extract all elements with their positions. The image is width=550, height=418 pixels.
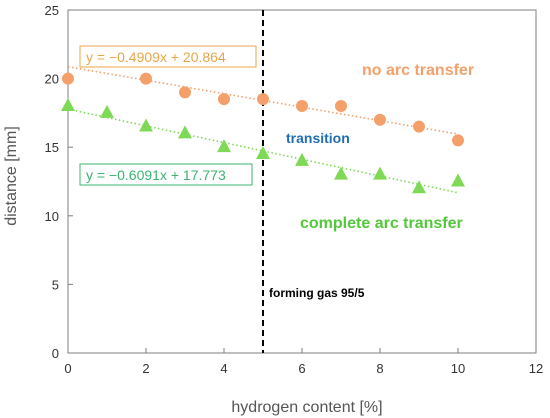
orange-data-point xyxy=(140,72,152,85)
green-data-point xyxy=(100,104,114,118)
orange-data-point xyxy=(374,113,386,126)
orange-data-point xyxy=(452,134,464,147)
green-data-point xyxy=(412,180,426,194)
orange-equation-box: y = −0.4909x + 20.864 xyxy=(79,45,257,68)
green-data-point xyxy=(178,125,192,139)
transition-label: transition xyxy=(286,130,350,146)
no-arc-transfer-label: no arc transfer xyxy=(362,62,474,79)
orange-data-point xyxy=(218,93,230,106)
x-tick-label: 6 xyxy=(298,361,305,376)
green-data-point xyxy=(217,139,231,153)
orange-data-point xyxy=(413,120,425,133)
x-tick-label: 4 xyxy=(220,361,227,376)
green-data-point xyxy=(295,152,309,166)
green-data-point xyxy=(373,166,387,180)
orange-data-point xyxy=(257,93,269,106)
orange-data-point xyxy=(179,86,191,99)
x-tick-label: 0 xyxy=(64,361,71,376)
forming-gas-label: forming gas 95/5 xyxy=(269,286,365,300)
green-equation-box: y = −0.6091x + 17.773 xyxy=(79,163,253,186)
x-tick-label: 10 xyxy=(451,361,465,376)
green-data-point xyxy=(451,173,465,187)
green-data-point xyxy=(139,118,153,132)
y-tick-label: 25 xyxy=(45,3,59,18)
y-tick-label: 5 xyxy=(52,277,59,292)
y-tick-label: 0 xyxy=(52,346,59,361)
y-axis-title: distance [mm] xyxy=(3,126,20,226)
orange-data-point xyxy=(62,72,74,85)
x-axis-title: hydrogen content [%] xyxy=(231,399,382,416)
orange-data-point xyxy=(335,100,347,113)
green-data-point xyxy=(61,97,75,111)
orange-data-point xyxy=(296,100,308,113)
x-tick-label: 12 xyxy=(529,361,543,376)
complete-arc-transfer-label: complete arc transfer xyxy=(300,215,463,232)
x-tick-label: 8 xyxy=(376,361,383,376)
green-equation: y = −0.6091x + 17.773 xyxy=(86,167,226,183)
y-tick-label: 20 xyxy=(45,72,59,87)
green-trendline xyxy=(67,108,459,194)
y-tick-label: 15 xyxy=(45,140,59,155)
x-tick-label: 2 xyxy=(142,361,149,376)
y-tick-label: 10 xyxy=(45,209,59,224)
green-data-point xyxy=(334,166,348,180)
green-data-point xyxy=(256,146,270,159)
orange-equation: y = −0.4909x + 20.864 xyxy=(86,49,226,65)
